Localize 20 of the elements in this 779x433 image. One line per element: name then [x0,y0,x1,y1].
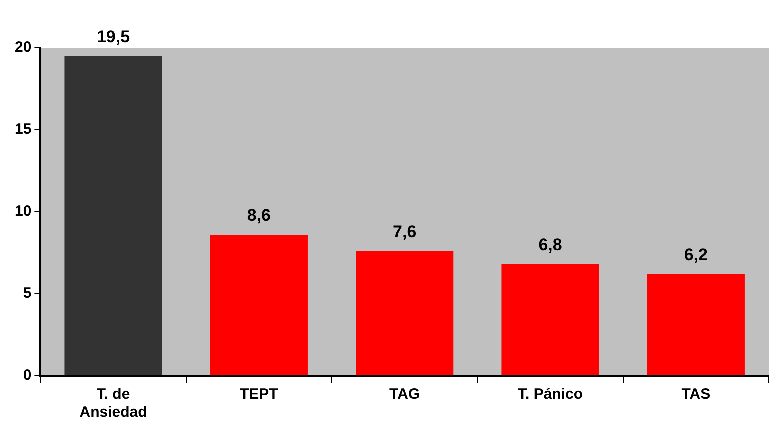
data-label: 19,5 [96,27,130,46]
data-label: 7,6 [393,222,417,242]
y-tick-label: 0 [23,367,32,384]
x-tick-label: TEPT [240,386,278,404]
x-tick-label: TAG [390,386,420,404]
bar [502,264,600,376]
bar [647,274,745,376]
y-tick-label: 5 [23,285,32,302]
x-tick-label: T. Pánico [518,386,584,404]
x-tick-label: T. de Ansiedad [80,386,148,422]
data-label: 6,2 [684,246,708,265]
data-label: 6,8 [538,236,562,255]
x-tick-label: TAS [682,386,711,404]
bar [64,56,162,376]
y-tick-label: 15 [14,121,32,138]
bar [210,234,308,376]
bar [356,251,454,376]
y-tick-label: 10 [14,203,32,220]
data-label: 8,6 [247,206,271,226]
y-tick-label: 20 [14,39,32,56]
